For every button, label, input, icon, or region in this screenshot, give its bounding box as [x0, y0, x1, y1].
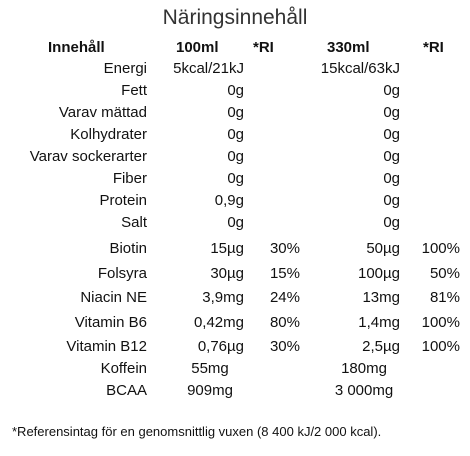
value-100ml: 0g	[227, 148, 244, 165]
nutrient-name: Vitamin B6	[74, 313, 147, 331]
nutrition-rows: Energi 5kcal/21kJ 15kcal/63kJ Fett 0g 0g…	[0, 60, 470, 404]
header-100ml: 100ml	[176, 39, 219, 56]
value-100ml: 0,76µg	[197, 338, 244, 355]
value-100ml: 3,9mg	[202, 289, 244, 306]
nutrient-name: Kolhydrater	[70, 126, 147, 143]
table-header: Innehåll 100ml *RI 330ml *RI	[0, 39, 470, 59]
value-330ml: 3 000mg	[334, 382, 394, 399]
table-row: Varav sockerarter 0g 0g	[0, 148, 470, 170]
table-row: Varav mättad 0g 0g	[0, 104, 470, 126]
value-100ml: 909mg	[187, 382, 233, 399]
footnote: *Referensintag för en genomsnittlig vuxe…	[12, 424, 382, 439]
value-330ml: 0g	[383, 104, 400, 121]
table-row: Energi 5kcal/21kJ 15kcal/63kJ	[0, 60, 470, 82]
ri-330ml: 81%	[429, 289, 460, 306]
nutrient-name: Fiber	[112, 170, 147, 187]
nutrient-name: Biotin	[109, 240, 147, 257]
table-row: Kolhydrater 0g 0g	[0, 126, 470, 148]
value-330ml: 0g	[383, 148, 400, 165]
value-330ml: 50µg	[366, 240, 400, 257]
nutrient-name: Folsyra	[97, 264, 147, 282]
nutrient-name: Koffein	[100, 360, 147, 377]
value-330ml: 1,4mg	[358, 313, 400, 331]
nutrient-name: Varav mättad	[58, 104, 147, 121]
header-ri-100ml: *RI	[253, 39, 274, 56]
value-100ml: 0g	[227, 170, 244, 187]
ri-330ml: 100%	[421, 240, 460, 257]
header-330ml: 330ml	[327, 39, 370, 56]
value-100ml: 15µg	[210, 240, 244, 257]
ri-100ml: 80%	[269, 313, 300, 331]
ri-330ml: 100%	[421, 313, 460, 331]
ri-100ml: 30%	[269, 338, 300, 355]
value-100ml: 0,42mg	[193, 313, 244, 331]
table-row: Fiber 0g 0g	[0, 170, 470, 192]
nutrient-name: BCAA	[106, 382, 147, 399]
table-row: Biotin 15µg 30% 50µg 100%	[0, 236, 470, 265]
value-330ml: 0g	[383, 126, 400, 143]
value-330ml: 0g	[383, 170, 400, 187]
table-row: Protein 0,9g 0g	[0, 192, 470, 214]
ri-100ml: 15%	[269, 264, 300, 282]
table-row: Fett 0g 0g	[0, 82, 470, 104]
ri-330ml: 100%	[421, 338, 460, 355]
table-row: Vitamin B12 0,76µg 30% 2,5µg 100%	[0, 338, 470, 360]
table-row: Vitamin B6 0,42mg 80% 1,4mg 100%	[0, 314, 470, 339]
ri-100ml: 30%	[269, 240, 300, 257]
table-row: Koffein 55mg 180mg	[0, 360, 470, 382]
value-330ml: 100µg	[357, 264, 400, 282]
value-100ml: 0g	[227, 104, 244, 121]
ri-100ml: 24%	[269, 289, 300, 306]
value-100ml: 5kcal/21kJ	[173, 60, 244, 77]
value-330ml: 2,5µg	[362, 338, 400, 355]
nutrient-name: Niacin NE	[80, 289, 147, 306]
value-330ml: 15kcal/63kJ	[320, 60, 400, 77]
table-row: Salt 0g 0g	[0, 214, 470, 236]
value-330ml: 0g	[383, 192, 400, 209]
nutrient-name: Vitamin B12	[66, 338, 147, 355]
table-row: BCAA 909mg 3 000mg	[0, 382, 470, 404]
value-100ml: 0g	[227, 82, 244, 99]
nutrient-name: Protein	[99, 192, 147, 209]
header-ri-330ml: *RI	[423, 39, 444, 56]
nutrient-name: Energi	[103, 60, 147, 77]
value-330ml: 180mg	[341, 360, 387, 377]
value-100ml: 30µg	[210, 264, 244, 282]
nutrient-name: Varav sockerarter	[29, 148, 147, 165]
value-330ml: 13mg	[362, 289, 400, 306]
value-100ml: 55mg	[191, 360, 229, 377]
value-100ml: 0,9g	[214, 192, 244, 209]
table-row: Niacin NE 3,9mg 24% 13mg 81%	[0, 289, 470, 314]
nutrient-name: Fett	[121, 82, 147, 99]
value-330ml: 0g	[383, 214, 400, 231]
value-330ml: 0g	[383, 82, 400, 99]
value-100ml: 0g	[227, 214, 244, 231]
ri-330ml: 50%	[429, 264, 460, 282]
header-content: Innehåll	[48, 39, 105, 56]
table-title: Näringsinnehåll	[162, 6, 308, 29]
table-row: Folsyra 30µg 15% 100µg 50%	[0, 265, 470, 290]
value-100ml: 0g	[227, 126, 244, 143]
nutrient-name: Salt	[121, 214, 147, 231]
